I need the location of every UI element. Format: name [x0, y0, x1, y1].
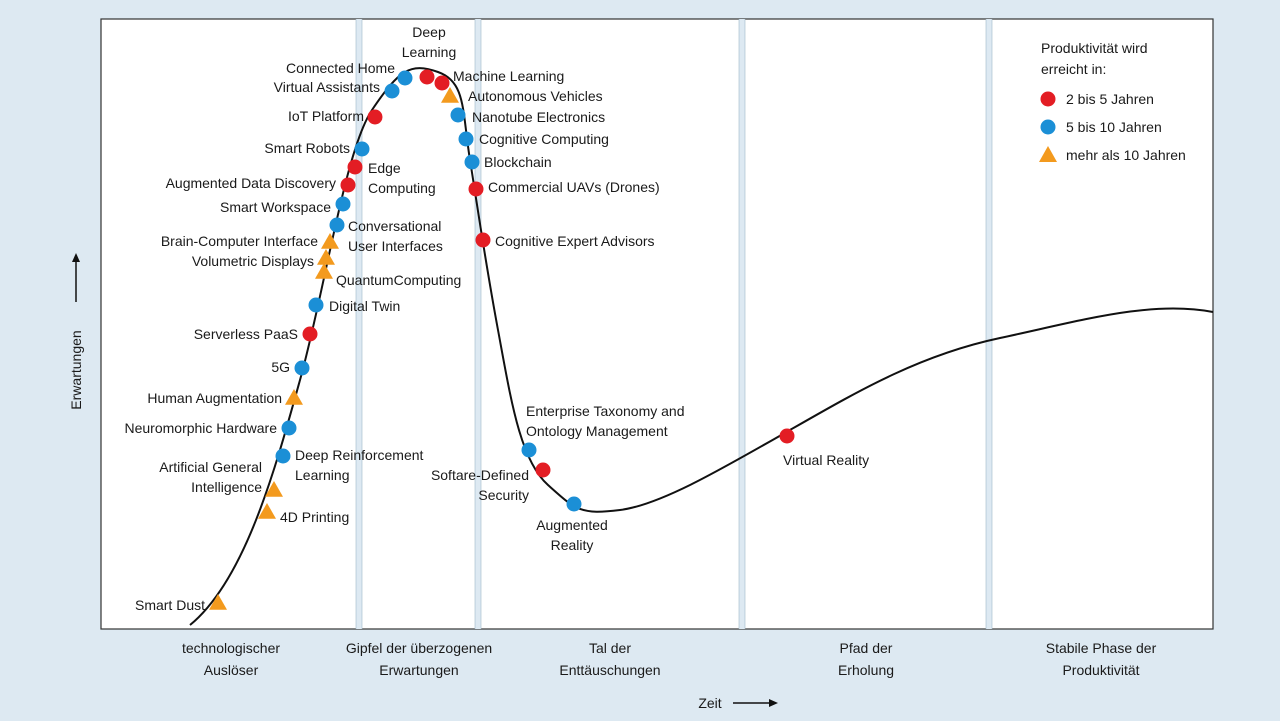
legend-label-2-bis-5-jahren: 2 bis 5 Jahren — [1066, 91, 1154, 107]
label-virtual-assistants: Virtual Assistants — [274, 79, 380, 95]
label-autonomous-vehicles: Autonomous Vehicles — [468, 88, 603, 104]
label-nanotube-electronics: Nanotube Electronics — [472, 109, 605, 125]
label-volumetric-displays: Volumetric Displays — [192, 253, 314, 269]
label-human-augmentation: Human Augmentation — [147, 390, 282, 406]
label-neuromorphic-hardware: Neuromorphic Hardware — [124, 420, 277, 436]
label-digital-twin: Digital Twin — [329, 298, 400, 314]
phase-label-gipfel-der-berzogenen: Gipfel der überzogenen Erwartungen — [346, 640, 492, 678]
label-brain-computer-interface: Brain-Computer Interface — [161, 233, 318, 249]
phase-label-tal-der: Tal der Enttäuschungen — [559, 640, 660, 678]
point-conversational-user-interfaces — [329, 217, 345, 233]
point-commercial-uavs-drones — [468, 181, 484, 197]
legend-marker-2-bis-5-jahren — [1040, 91, 1056, 107]
point-deep-learning — [419, 69, 435, 85]
point-autonomous-vehicles — [441, 87, 459, 103]
legend-title: Produktivität wird erreicht in: — [1041, 40, 1148, 77]
point-neuromorphic-hardware — [281, 420, 297, 436]
label-enterprise-taxonomy-and-ontology-management: Enterprise Taxonomy and Ontology Manageme… — [526, 403, 685, 439]
label-quantumcomputing: QuantumComputing — [336, 272, 461, 288]
point-5g — [294, 360, 310, 376]
point-enterprise-taxonomy-and-ontology-management — [521, 442, 537, 458]
y-axis-label: Erwartungen — [68, 330, 84, 409]
point-artificial-general-intelligence — [265, 481, 283, 497]
hype-curve — [189, 67, 1214, 626]
label-5g: 5G — [271, 359, 290, 375]
plot-area — [100, 18, 1214, 630]
label-artificial-general-intelligence: Artificial General Intelligence — [159, 459, 262, 495]
label-smart-workspace: Smart Workspace — [220, 199, 331, 215]
label-deep-learning: Deep Learning — [402, 24, 457, 60]
point-digital-twin — [308, 297, 324, 313]
legend-label-5-bis-10-jahren: 5 bis 10 Jahren — [1066, 119, 1162, 135]
label-blockchain: Blockchain — [484, 154, 552, 170]
point-cognitive-expert-advisors — [475, 232, 491, 248]
phase-divider — [986, 19, 992, 629]
label-deep-reinforcement-learning: Deep Reinforcement Learning — [295, 447, 424, 483]
label-connected-home: Connected Home — [286, 60, 395, 76]
point-human-augmentation — [285, 389, 303, 405]
label-cognitive-expert-advisors: Cognitive Expert Advisors — [495, 233, 655, 249]
y-axis-arrowhead — [72, 253, 80, 262]
point-quantumcomputing — [315, 263, 333, 279]
label-machine-learning: Machine Learning — [453, 68, 564, 84]
point-blockchain — [464, 154, 480, 170]
label-augmented-data-discovery: Augmented Data Discovery — [166, 175, 336, 191]
label-augmented-reality: Augmented Reality — [536, 517, 608, 553]
label-softare-defined-security: Softare-Defined Security — [431, 467, 529, 503]
label-commercial-uavs-drones: Commercial UAVs (Drones) — [488, 179, 660, 195]
point-serverless-paas — [302, 326, 318, 342]
point-augmented-data-discovery — [340, 177, 356, 193]
point-smart-dust — [209, 594, 227, 610]
point-smart-workspace — [335, 196, 351, 212]
point-augmented-reality — [566, 496, 582, 512]
phase-divider — [475, 19, 481, 629]
label-iot-platform: IoT Platform — [288, 108, 364, 124]
phase-label-stabile-phase-der: Stabile Phase der Produktivität — [1046, 640, 1157, 678]
label-smart-robots: Smart Robots — [264, 140, 350, 156]
point-softare-defined-security — [535, 462, 551, 478]
phase-label-pfad-der: Pfad der Erholung — [838, 640, 894, 678]
point-iot-platform — [367, 109, 383, 125]
point-virtual-assistants — [384, 83, 400, 99]
label-conversational-user-interfaces: Conversational User Interfaces — [348, 218, 443, 254]
point-machine-learning — [434, 75, 450, 91]
phase-label-technologischer: technologischer Auslöser — [182, 640, 280, 678]
x-axis-label: Zeit — [698, 695, 721, 711]
label-virtual-reality: Virtual Reality — [783, 452, 869, 468]
label-serverless-paas: Serverless PaaS — [194, 326, 298, 342]
x-axis-arrowhead — [769, 699, 778, 707]
label-smart-dust: Smart Dust — [135, 597, 205, 613]
point-deep-reinforcement-learning — [275, 448, 291, 464]
point-cognitive-computing — [458, 131, 474, 147]
point-smart-robots — [354, 141, 370, 157]
label-cognitive-computing: Cognitive Computing — [479, 131, 609, 147]
point-volumetric-displays — [317, 249, 335, 265]
point-nanotube-electronics — [450, 107, 466, 123]
legend-marker-5-bis-10-jahren — [1040, 119, 1056, 135]
point-4d-printing — [258, 503, 276, 519]
label-edge-computing: Edge Computing — [368, 160, 436, 196]
point-virtual-reality — [779, 428, 795, 444]
legend-marker-mehr-als-10-jahren — [1039, 146, 1057, 162]
legend-label-mehr-als-10-jahren: mehr als 10 Jahren — [1066, 147, 1186, 163]
phase-divider — [356, 19, 362, 629]
phase-divider — [739, 19, 745, 629]
point-edge-computing — [347, 159, 363, 175]
point-brain-computer-interface — [321, 233, 339, 249]
label-4d-printing: 4D Printing — [280, 509, 349, 525]
point-connected-home — [397, 70, 413, 86]
